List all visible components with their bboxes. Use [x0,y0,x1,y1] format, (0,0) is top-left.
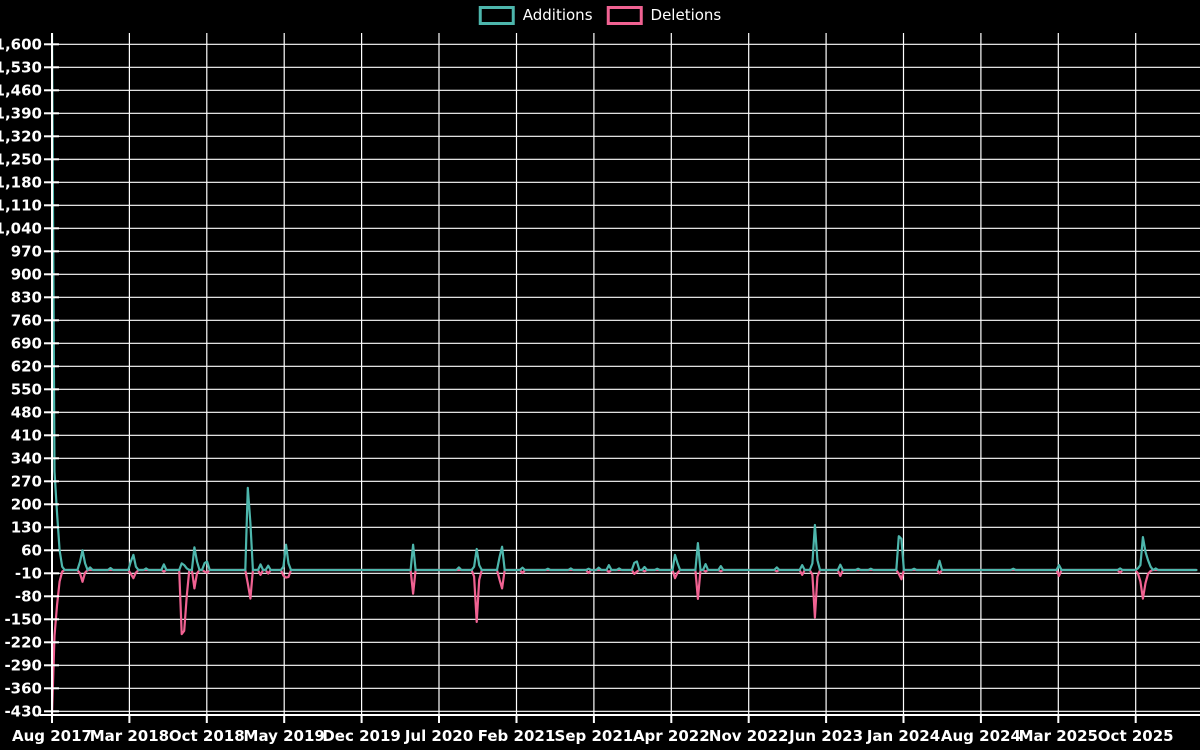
legend-item-additions[interactable]: Additions [478,6,593,25]
tick-marks [44,43,1137,723]
y-tick-label: 1,040 [0,219,42,237]
y-tick-label: 340 [11,449,42,467]
y-tick-label: 830 [11,288,42,306]
y-tick-label: 550 [11,380,42,398]
x-tick-label: Mar 2025 [1019,727,1098,745]
y-tick-label: 200 [11,495,42,513]
y-tick-label: -360 [4,679,42,697]
y-tick-label: 1,250 [0,150,42,168]
y-tick-label: -10 [15,564,42,582]
y-tick-label: 130 [11,518,42,536]
y-tick-label: 620 [11,357,42,375]
additions-swatch-icon [478,6,515,25]
y-tick-label: 1,530 [0,58,42,76]
additions-legend-label: Additions [522,6,593,24]
x-tick-label: Jun 2023 [788,727,863,745]
x-tick-label: Feb 2021 [478,727,556,745]
y-tick-label: -80 [15,587,42,605]
y-tick-label: 690 [11,334,42,352]
axes [40,33,1200,716]
deletions-swatch-icon [606,6,643,25]
y-tick-label: 480 [11,403,42,421]
legend-item-deletions[interactable]: Deletions [606,6,722,25]
y-tick-label: 1,460 [0,81,42,99]
y-tick-label: 60 [21,541,42,559]
x-tick-label: Nov 2022 [709,727,789,745]
y-tick-label: 410 [11,426,42,444]
chart-legend: Additions Deletions [478,6,722,25]
x-tick-label: Apr 2022 [633,727,710,745]
y-tick-label: 900 [11,265,42,283]
x-tick-label: Aug 2017 [12,727,92,745]
series-lines [52,33,1198,715]
y-tick-label: 1,180 [0,173,42,191]
y-tick-label: 1,110 [0,196,42,214]
x-tick-label: Oct 2025 [1098,727,1174,745]
x-tick-label: Aug 2024 [941,727,1021,745]
gridlines [51,33,1200,715]
x-tick-label: Mar 2018 [90,727,169,745]
y-tick-label: 270 [11,472,42,490]
deletions-legend-label: Deletions [650,6,722,24]
x-tick-label: May 2019 [244,727,325,745]
y-tick-label: 1,600 [0,35,42,53]
y-tick-label: 1,390 [0,104,42,122]
y-tick-label: -220 [4,633,42,651]
y-tick-label: 760 [11,311,42,329]
x-tick-label: Dec 2019 [322,727,401,745]
x-tick-label: Oct 2018 [169,727,245,745]
y-tick-label: 1,320 [0,127,42,145]
x-tick-label: Sep 2021 [555,727,634,745]
x-tick-label: Jan 2024 [866,727,940,745]
y-tick-label: -430 [4,702,42,720]
additions-line [52,33,1198,572]
y-tick-label: -150 [4,610,42,628]
y-tick-label: -290 [4,656,42,674]
y-tick-label: 970 [11,242,42,260]
y-axis-labels: 1,600 1,530 1,460 1,390 1,320 1,250 1,180 1,110… [0,35,42,720]
x-tick-label: Jul 2020 [404,727,473,745]
